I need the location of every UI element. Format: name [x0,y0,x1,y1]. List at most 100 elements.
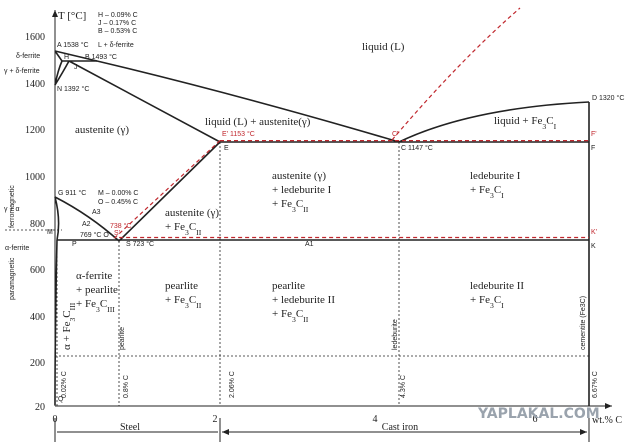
region-label: ledeburite II + Fe3CI [470,280,524,310]
label-line: austenite (γ) [272,170,326,182]
label-line: ledeburite I [470,170,521,182]
point: E' 1153 °C [222,130,255,138]
label-text: C [494,294,501,306]
regions: liquid (L) L + δ-ferrite δ-ferrite γ + δ… [4,41,557,350]
note: J – 0.17% C [98,20,136,27]
region-label: austenite (γ) + Fe3CII [165,207,219,237]
composition: 6.67% C [592,371,599,398]
subscript: 3 [542,122,546,131]
label-line: α-ferrite [5,245,29,252]
region-label: liquid + Fe3CI [494,115,557,131]
label-line: liquid + Fe3CI [494,115,557,131]
subscript: 3 [490,301,494,310]
label-text: ledeburite II [470,280,524,292]
label-line: L + δ-ferrite [98,42,134,49]
y-tick: 1400 [25,79,45,90]
subscript: 3 [96,305,100,314]
subscript: 3 [185,228,189,237]
label-text: + Fe [470,184,490,196]
x-tick: 4 [373,414,378,425]
subscript: 3 [292,205,296,214]
point: N 1392 °C [57,85,89,93]
x-tick: 0 [53,414,58,425]
label-text: C [494,184,501,196]
curves [5,7,612,442]
point: A1 [305,241,314,248]
label-text: C [61,310,73,317]
region-label: γ + α [4,206,20,213]
subscript: 3 [490,191,494,200]
label-line: + Fe3CI [470,184,504,200]
phase-name: ledeburite [392,319,399,350]
point: C' [392,131,398,138]
label-text: γ + δ-ferrite [4,68,40,75]
note: B – 0.53% C [98,28,137,35]
label-text: liquid (L) [362,41,405,53]
y-title: T [°C] [58,10,86,22]
label-text: C [189,294,196,306]
magnetism: ferromagnetic [9,185,16,228]
x-title: wt.% C [592,415,622,426]
subscript: II [303,315,309,324]
composition: 4.3% C [400,375,407,398]
point: K [591,243,596,250]
note: M – 0.00% C [98,190,138,197]
region-label: α + Fe3CIII [61,302,77,350]
y-tick: 1600 [25,32,45,43]
subscript: II [196,228,202,237]
composition: 2.06% C [229,371,236,398]
label-line: α-ferrite [76,270,112,282]
label-line: pearlite [272,280,305,292]
label-line: γ + α [4,206,20,213]
label-text: + ledeburite I [272,184,332,196]
label-text: + Fe [272,198,292,210]
label-text: α-ferrite [5,245,29,252]
label-text: + Fe [165,294,185,306]
vertical-labels: 0.02% C 0.8% C 2.06% C 4.3% C 6.67% C pe… [61,296,599,398]
range-label: Steel [120,422,140,433]
point: K' [591,229,597,236]
y-ticks: 1600 1400 1200 1000 800 600 400 200 20 [25,32,45,413]
label-text: liquid (L) + austenite(γ) [205,116,311,128]
label-text: + Fe [165,221,185,233]
label-line: + Fe3CII [272,198,309,214]
points: A 1538 °C H J B 1493 °C N 1392 °C E' 115… [47,41,624,403]
point: A2 [82,221,91,228]
label-text: + pearlite [76,284,118,296]
point: S 723 °C [126,240,154,248]
point: C 1147 °C [401,144,433,152]
point: F' [591,131,597,138]
label-text: + ledeburite II [272,294,335,306]
label-text: austenite (γ) [75,124,129,136]
subscript: I [501,191,504,200]
point: E [224,145,229,152]
label-text: pearlite [272,280,305,292]
phase-name: cementite (Fe3C) [580,296,587,350]
region-label: austenite (γ) [75,124,129,136]
point: 738 °C [110,222,131,230]
label-text: austenite (γ) [272,170,326,182]
y-tick: 20 [35,402,45,413]
subscript: 3 [292,315,296,324]
label-line: pearlite [165,280,198,292]
note: H – 0.09% C [98,12,138,19]
y-tick: 400 [30,312,45,323]
x-tick: 2 [213,414,218,425]
point: M [47,229,53,236]
label-text: C [189,221,196,233]
note: O – 0.45% C [98,199,138,206]
label-line: α + Fe3CIII [61,302,77,350]
label-line: δ-ferrite [16,53,40,60]
label-text: liquid + Fe [494,115,542,127]
y-tick: 800 [30,219,45,230]
composition: 0.02% C [61,371,68,398]
label-line: ledeburite II [470,280,524,292]
label-text: C [546,115,553,127]
label-line: + Fe3CII [272,308,309,324]
label-line: + Fe3CII [165,294,202,310]
region-label: ledeburite I + Fe3CI [470,170,521,200]
label-text: C [100,298,107,310]
label-line: + Fe3CI [470,294,504,310]
magnetism: paramagnetic [9,257,16,300]
